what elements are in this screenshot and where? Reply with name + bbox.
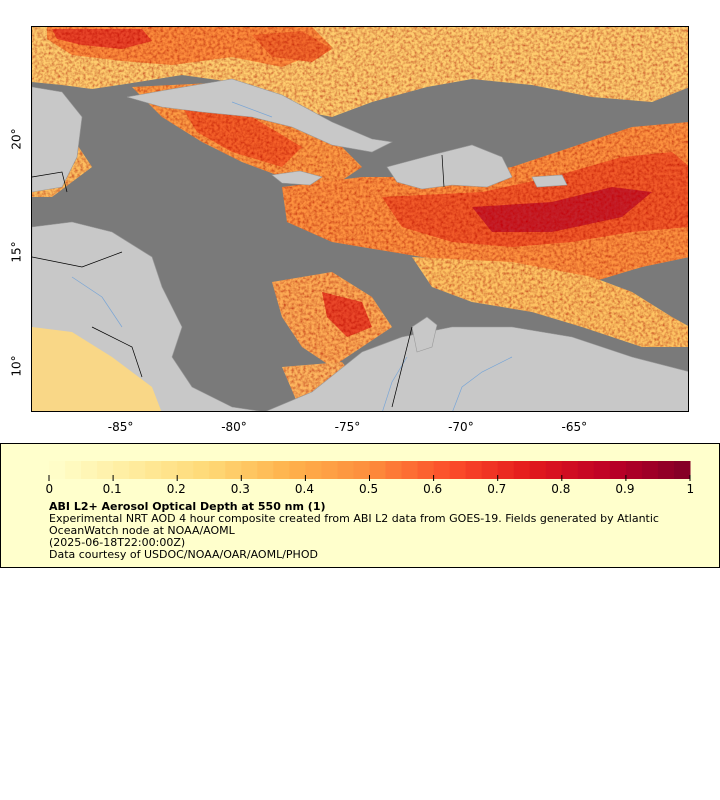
colorbar-tick-label: 0.6: [423, 482, 443, 496]
land-yucatan: [32, 86, 83, 193]
y-tick-label: 10°: [9, 354, 24, 377]
colorbar-tick-label: 0.3: [230, 482, 250, 496]
colorbar-step: [641, 461, 659, 479]
land-layer: [32, 78, 688, 411]
colorbar-step: [161, 461, 178, 479]
legend-description: Experimental NRT AOD 4 hour composite cr…: [49, 512, 659, 537]
colorbar-step: [369, 461, 387, 479]
river: [452, 356, 513, 411]
colorbar-step: [401, 461, 419, 479]
colorbar-step: [257, 461, 274, 479]
colorbar-step: [129, 461, 146, 479]
colorbar-step: [177, 461, 194, 479]
colorbar-step: [433, 461, 451, 479]
colorbar-step: [289, 461, 306, 479]
legend-date: (2025-06-18T22:00:00Z): [49, 536, 186, 549]
colorbar-step: [241, 461, 258, 479]
river: [71, 276, 123, 328]
colorbar-step: [49, 461, 66, 479]
land-hispaniola: [386, 144, 513, 190]
colorbar-step: [561, 461, 579, 479]
y-tick-label: 20°: [9, 127, 24, 150]
colorbar-step: [193, 461, 210, 479]
colorbar-step: [321, 461, 338, 479]
country-border: [32, 171, 68, 193]
map-plot-area[interactable]: [31, 26, 689, 412]
colorbar-step: [81, 461, 98, 479]
colorbar-tick-label: 1: [686, 482, 695, 496]
colorbar-step: [145, 461, 162, 479]
aerosol-map: [32, 27, 688, 411]
colorbar-step: [65, 461, 82, 479]
colorbar-step: [273, 461, 290, 479]
aod-region: [252, 31, 332, 62]
land-puerto-rico: [531, 174, 568, 188]
colorbar-step: [209, 461, 226, 479]
colorbar-step: [497, 461, 515, 479]
colorbar-step: [113, 461, 130, 479]
colorbar: [48, 461, 691, 481]
colorbar-step: [513, 461, 531, 479]
aod-region: [52, 29, 152, 49]
x-tick-label: -80°: [221, 420, 247, 434]
colorbar-tick-label: 0: [45, 482, 54, 496]
river: [382, 356, 408, 411]
country-border: [32, 251, 123, 268]
country-border: [391, 326, 413, 408]
land-jamaica: [271, 170, 323, 186]
x-tick-label: -85°: [107, 420, 134, 434]
river: [231, 101, 273, 118]
colorbar-tick-label: 0.1: [102, 482, 122, 496]
colorbar-step: [305, 461, 322, 479]
x-tick-label: -65°: [561, 420, 588, 434]
x-tick-label: -70°: [448, 420, 474, 434]
land-cuba: [126, 78, 393, 153]
aod-region: [32, 327, 162, 411]
aod-region: [182, 107, 302, 167]
colorbar-step: [449, 461, 467, 479]
legend-title: ABI L2+ Aerosol Optical Depth at 550 nm …: [49, 500, 326, 513]
country-border: [441, 154, 445, 188]
colorbar-step: [657, 461, 675, 479]
legend-credit: Data courtesy of USDOC/NOAA/OAR/AOML/PHO…: [49, 548, 318, 561]
land-guajira: [411, 316, 438, 353]
river-layer: [71, 101, 513, 411]
colorbar-step: [673, 461, 691, 479]
aod-region: [412, 257, 688, 347]
colorbar-tick-label: 0.5: [359, 482, 379, 496]
y-tick-label: 15°: [9, 241, 24, 263]
x-tick-label: -75°: [334, 420, 361, 434]
aod-region: [472, 187, 652, 232]
colorbar-step: [593, 461, 611, 479]
colorbar-step: [625, 461, 643, 479]
colorbar-step: [385, 461, 403, 479]
colorbar-step: [225, 461, 242, 479]
colorbar-tick-label: 0.7: [487, 482, 507, 496]
colorbar-tick-label: 0.4: [294, 482, 314, 496]
colorbar-step: [465, 461, 483, 479]
land-south-america: [265, 326, 688, 411]
colorbar-step: [609, 461, 627, 479]
aod-region: [322, 292, 372, 337]
colorbar-step: [353, 461, 370, 479]
colorbar-step: [337, 461, 354, 479]
colorbar-step: [529, 461, 547, 479]
colorbar-tick-label: 0.9: [615, 482, 635, 496]
colorbar-tick-label: 0.8: [551, 482, 571, 496]
country-border: [91, 326, 143, 378]
colorbar-step: [545, 461, 563, 479]
colorbar-step: [97, 461, 114, 479]
colorbar-step: [417, 461, 435, 479]
legend-panel: 0 0.1 0.2 0.3 0.4 0.5 0.6 0.7 0.8 0.9 1 ABI L2+ Ae…: [0, 443, 720, 568]
aod-region: [382, 152, 688, 247]
colorbar-tick-label: 0.2: [166, 482, 186, 496]
colorbar-step: [577, 461, 595, 479]
colorbar-step: [481, 461, 499, 479]
border-layer: [32, 154, 445, 408]
